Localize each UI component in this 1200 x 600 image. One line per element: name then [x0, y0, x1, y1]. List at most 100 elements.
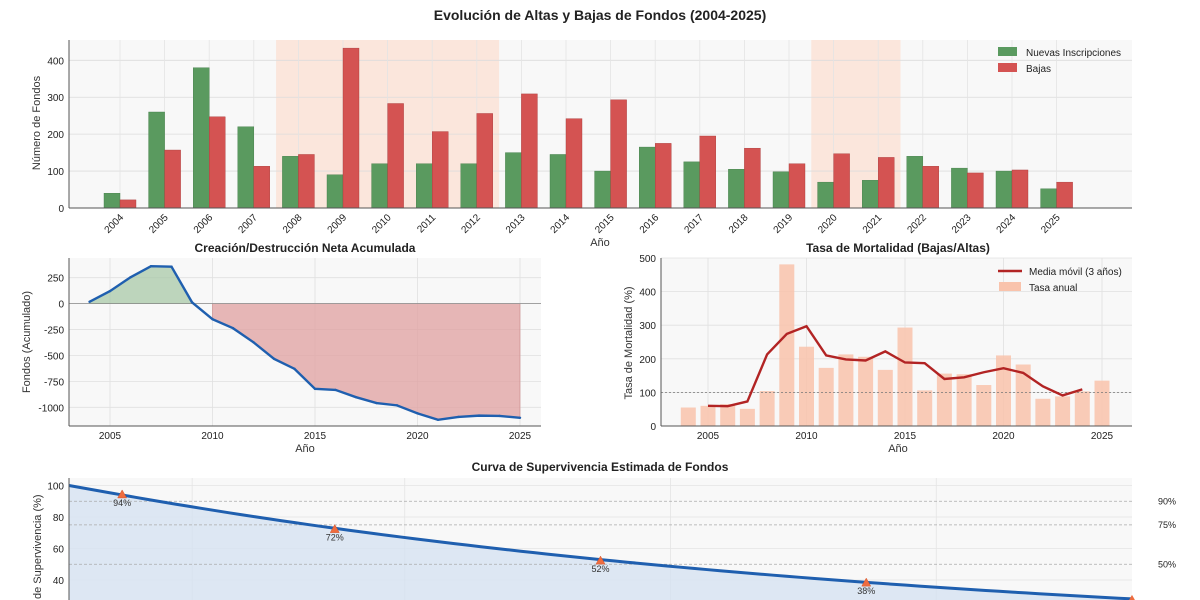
- bar-bajas-2007: [253, 166, 271, 209]
- survival-marker-94%: [117, 489, 128, 499]
- x-tick-label: 2009: [326, 212, 350, 236]
- bar-tasa-2012: [838, 354, 854, 426]
- x-tick-label: 2023: [950, 212, 974, 236]
- p3-x-label: Año: [888, 443, 908, 455]
- bar-altas-2012: [460, 163, 477, 209]
- x-tick-label: 2004: [103, 212, 127, 236]
- bar-tasa-2005: [700, 405, 716, 426]
- x-tick-label: 2025: [1039, 212, 1063, 236]
- p1-y-label: Número de Fondos: [31, 75, 43, 170]
- y-tick-label: 250: [47, 274, 64, 285]
- bar-tasa-2007: [739, 408, 755, 426]
- bar-tasa-2006: [720, 404, 736, 426]
- bar-tasa-2018: [956, 374, 972, 426]
- y-tick-label: 200: [639, 355, 656, 366]
- bar-bajas-2009: [342, 47, 360, 209]
- x-tick-label: 2017: [682, 212, 706, 236]
- bar-bajas-2014: [565, 118, 583, 209]
- bar-bajas-2017: [699, 135, 716, 209]
- x-tick-label: 2025: [509, 431, 532, 442]
- bar-line-chart-mortalidad: Tasa de Mortalidad (Bajas/Altas) Tasa de…: [623, 241, 1132, 455]
- data-point-2024: [498, 414, 501, 418]
- data-point-2008: [170, 265, 173, 268]
- bar-bajas-2012: [476, 113, 493, 209]
- y-tick-label: -500: [44, 351, 64, 362]
- bar-bajas-2010: [387, 103, 404, 209]
- x-tick-label: 2014: [549, 212, 573, 236]
- line-chart-supervivencia: Curva de Supervivencia Estimada de Fondo…: [32, 460, 1176, 600]
- data-point-2017: [354, 395, 358, 399]
- y-tick-label: 500: [639, 254, 656, 265]
- survival-marker-end: [1129, 594, 1135, 600]
- reference-label-90: 90%: [1158, 496, 1176, 506]
- bar-tasa-2014: [877, 369, 893, 426]
- legend-label-altas: Nuevas Inscripciones: [1026, 48, 1121, 59]
- p4-title: Curva de Supervivencia Estimada de Fondo…: [472, 460, 729, 474]
- x-tick-label: 2020: [816, 212, 840, 236]
- bar-altas-2011: [416, 163, 433, 209]
- data-point-2010: [211, 317, 214, 321]
- bar-bajas-2025: [1056, 181, 1073, 209]
- bar-tasa-2020: [996, 355, 1011, 426]
- legend-label-media-movil: Media móvil (3 años): [1029, 267, 1122, 278]
- y-tick-label: 80: [53, 513, 65, 524]
- y-tick-label: 0: [58, 300, 64, 311]
- x-tick-label: 2016: [638, 212, 662, 236]
- bar-tasa-2016: [917, 390, 933, 426]
- reference-label-75: 75%: [1158, 520, 1176, 530]
- y-tick-label: 300: [639, 321, 656, 332]
- survival-point-label: 94%: [113, 498, 131, 508]
- bar-bajas-2006: [208, 116, 226, 209]
- data-point-2011: [231, 327, 235, 330]
- x-tick-label: 2024: [995, 212, 1019, 236]
- legend-swatch-bajas: [998, 63, 1017, 72]
- survival-marker-52%: [595, 555, 606, 565]
- data-point-2016: [334, 388, 337, 392]
- y-tick-label: -750: [44, 377, 64, 388]
- y-tick-label: 40: [53, 576, 65, 587]
- bar-bajas-2022: [922, 166, 939, 209]
- bar-bajas-2005: [164, 149, 181, 209]
- bar-altas-2025: [1040, 188, 1057, 209]
- y-tick-label: -250: [44, 326, 64, 337]
- bar-altas-2023: [951, 167, 968, 209]
- survival-point-label: 38%: [857, 586, 875, 596]
- bar-altas-2006: [192, 67, 210, 209]
- data-point-2013: [272, 357, 276, 360]
- bar-tasa-2010: [799, 346, 814, 426]
- x-tick-label: 2010: [795, 431, 818, 442]
- bar-tasa-2021: [1015, 364, 1031, 426]
- bar-tasa-2015: [897, 327, 913, 426]
- survival-point-label: 52%: [591, 564, 609, 574]
- bar-altas-2015: [594, 170, 611, 209]
- p3-y-label: Tasa de Mortalidad (%): [623, 286, 635, 399]
- bar-tasa-2024: [1074, 391, 1090, 426]
- y-tick-label: 100: [47, 167, 64, 178]
- bar-altas-2014: [549, 154, 567, 209]
- data-point-2023: [477, 414, 481, 417]
- bar-bajas-2019: [788, 163, 806, 209]
- y-tick-label: 100: [639, 388, 656, 399]
- x-tick-label: 2005: [99, 431, 122, 442]
- x-tick-label: 2010: [201, 431, 224, 442]
- x-tick-label: 2022: [905, 212, 929, 236]
- data-point-2005: [108, 289, 112, 293]
- bar-tasa-2004: [680, 407, 696, 426]
- bar-altas-2009: [326, 174, 344, 209]
- bar-altas-2017: [683, 161, 700, 209]
- cumulative-line: [88, 264, 521, 422]
- survival-marker-72%: [329, 524, 340, 533]
- x-tick-label: 2010: [370, 212, 394, 236]
- x-tick-label: 2020: [992, 431, 1015, 442]
- y-tick-label: -1000: [38, 403, 64, 414]
- bar-altas-2013: [505, 152, 522, 209]
- x-tick-label: 2013: [504, 212, 528, 236]
- reference-label-50: 50%: [1158, 559, 1176, 569]
- data-point-2020: [416, 412, 419, 415]
- x-tick-label: 2008: [281, 212, 305, 236]
- bar-bajas-2004: [119, 199, 137, 209]
- y-tick-label: 0: [58, 204, 64, 215]
- data-point-2015: [313, 387, 317, 391]
- bar-bajas-2015: [610, 99, 627, 209]
- legend-swatch-tasa-anual: [999, 282, 1021, 291]
